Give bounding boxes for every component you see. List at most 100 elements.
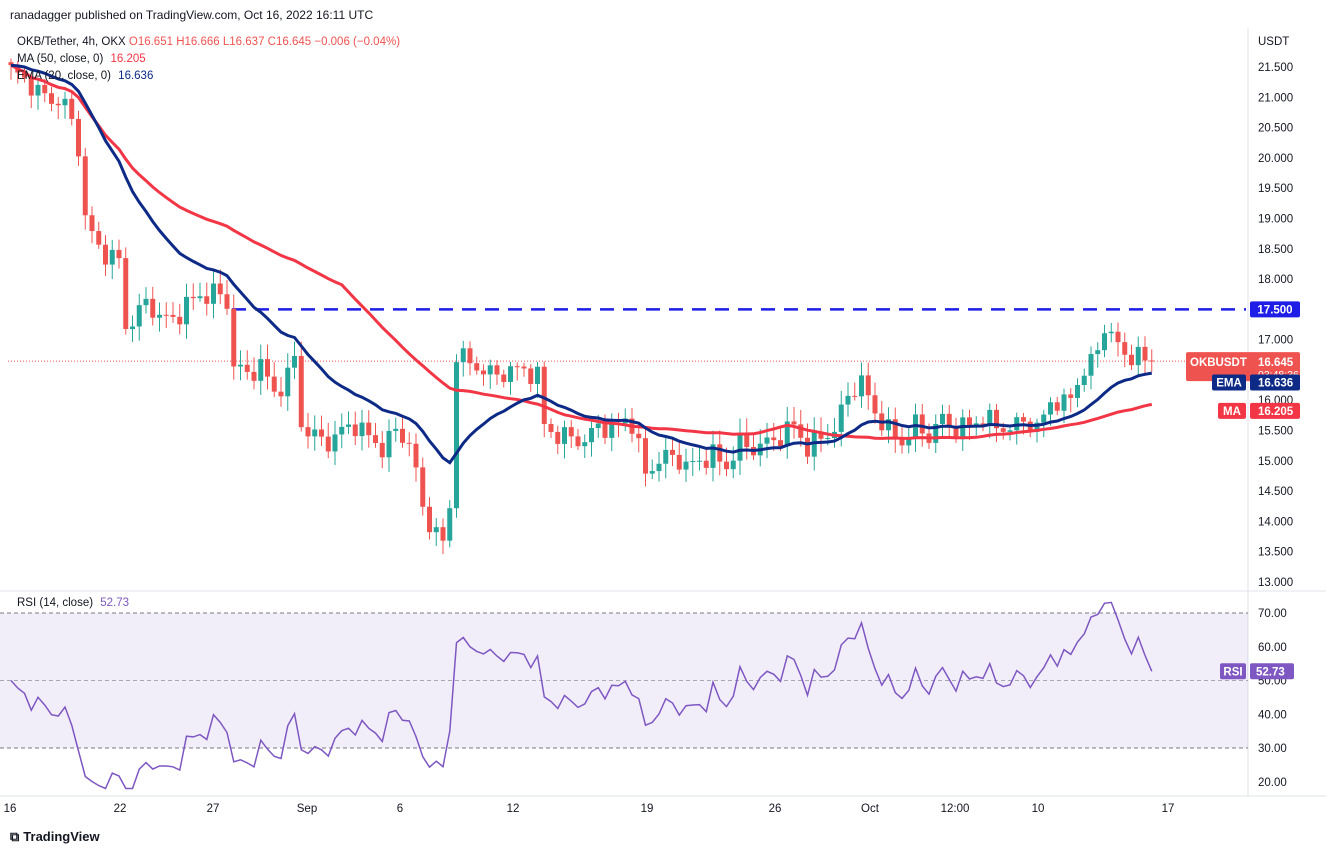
candle-body bbox=[967, 417, 972, 426]
ema-badge-bg bbox=[1250, 374, 1300, 391]
candle-body bbox=[123, 258, 129, 330]
candlestick-series bbox=[8, 58, 1155, 555]
candle-body bbox=[454, 362, 459, 509]
candle-body bbox=[339, 426, 345, 435]
candle-body bbox=[541, 366, 547, 425]
candle-body bbox=[994, 409, 999, 429]
candle-body bbox=[528, 368, 534, 384]
candle-body bbox=[859, 375, 864, 397]
time-tick-label: 19 bbox=[641, 803, 654, 815]
candle-body bbox=[481, 370, 486, 375]
candle-body bbox=[589, 428, 594, 443]
candle-body bbox=[82, 156, 88, 216]
candle-body bbox=[136, 305, 142, 327]
ma-legend[interactable]: MA (50, close, 0) 16.205 bbox=[17, 53, 146, 65]
candle-body bbox=[1000, 428, 1006, 432]
candle-body bbox=[251, 371, 257, 381]
candle-body bbox=[1088, 354, 1094, 376]
candle-body bbox=[8, 62, 14, 66]
candle-body bbox=[55, 103, 61, 106]
price-tick-label: 19.500 bbox=[1258, 183, 1293, 195]
time-tick-label: 26 bbox=[769, 803, 782, 815]
time-tick-label: Sep bbox=[297, 803, 317, 815]
resistance-level-line bbox=[8, 308, 1246, 362]
candle-body bbox=[798, 424, 804, 438]
ema-legend[interactable]: EMA (20, close, 0) 16.636 bbox=[17, 70, 153, 82]
candle-body bbox=[163, 314, 169, 316]
candle-body bbox=[602, 423, 608, 438]
candle-body bbox=[366, 422, 372, 436]
ma-badge-bg bbox=[1250, 402, 1300, 419]
close-value: C16.645 bbox=[267, 36, 312, 48]
candle-body bbox=[474, 363, 480, 371]
candle-body bbox=[1007, 430, 1013, 432]
candle-body bbox=[467, 348, 473, 364]
candle-body bbox=[413, 443, 419, 468]
candle-body bbox=[150, 298, 156, 318]
candle-body bbox=[1122, 342, 1128, 355]
rsi-legend[interactable]: RSI (14, close) 52.73 bbox=[17, 597, 129, 609]
candle-body bbox=[1034, 422, 1040, 432]
publisher-line: ranadagger published on TradingView.com,… bbox=[10, 8, 374, 22]
price-badge-price: 16.645 bbox=[1258, 357, 1294, 369]
candle-body bbox=[373, 435, 378, 443]
candle-body bbox=[28, 77, 34, 96]
candle-body bbox=[325, 436, 331, 452]
price-tick-label: 13.500 bbox=[1258, 547, 1293, 559]
candle-body bbox=[940, 413, 945, 424]
candle-body bbox=[62, 98, 68, 106]
candle-body bbox=[575, 436, 581, 447]
price-tick-label: 15.500 bbox=[1258, 426, 1293, 438]
candle-body bbox=[724, 461, 729, 470]
candle-body bbox=[730, 460, 736, 470]
rsi-legend-value: 52.73 bbox=[100, 597, 130, 609]
candle-body bbox=[980, 423, 986, 425]
rsi-tick-label: 60.00 bbox=[1258, 642, 1287, 654]
candle-body bbox=[238, 364, 243, 367]
candle-body bbox=[319, 429, 324, 437]
tradingview-logo: ⧉ TradingView bbox=[10, 829, 100, 845]
candle-body bbox=[76, 118, 81, 157]
candle-body bbox=[224, 294, 230, 309]
candle-body bbox=[1075, 385, 1080, 398]
candle-body bbox=[1061, 394, 1067, 411]
ema-badge-value: 16.636 bbox=[1258, 377, 1293, 389]
candle-body bbox=[1081, 375, 1087, 386]
candle-body bbox=[771, 437, 777, 441]
ema20-line bbox=[10, 63, 1153, 465]
candle-body bbox=[271, 376, 277, 392]
candle-body bbox=[258, 359, 264, 381]
ema-tag-text: EMA bbox=[1216, 377, 1242, 389]
candle-body bbox=[521, 366, 527, 369]
price-tick-label: 17.000 bbox=[1258, 335, 1293, 347]
candle-body bbox=[35, 84, 41, 96]
open-value: O16.651 bbox=[128, 36, 173, 48]
candle-body bbox=[899, 438, 905, 446]
candle-body bbox=[487, 365, 493, 375]
tradingview-logo-icon: ⧉ bbox=[10, 829, 20, 844]
candle-body bbox=[285, 367, 291, 397]
candle-body bbox=[744, 432, 750, 448]
candle-body bbox=[717, 444, 723, 462]
candle-body bbox=[683, 461, 689, 470]
candle-body bbox=[42, 84, 48, 94]
candle-body bbox=[791, 421, 797, 425]
candle-body bbox=[1142, 346, 1148, 361]
candle-body bbox=[1048, 402, 1053, 415]
candle-body bbox=[440, 527, 446, 541]
candle-body bbox=[710, 444, 716, 468]
candle-body bbox=[244, 364, 250, 372]
candle-body bbox=[494, 365, 500, 375]
price-tick-label: 20.500 bbox=[1258, 123, 1293, 135]
time-tick-label: 22 bbox=[114, 803, 127, 815]
ma-legend-value: 16.205 bbox=[110, 53, 146, 65]
candle-body bbox=[568, 427, 574, 437]
candle-body bbox=[190, 296, 196, 299]
candle-body bbox=[460, 348, 466, 363]
symbol-title[interactable]: OKB/Tether, 4h, OKX bbox=[17, 36, 126, 48]
ma-tag-bg bbox=[1218, 402, 1246, 419]
rsi-tick-label: 20.00 bbox=[1258, 777, 1287, 789]
candle-body bbox=[690, 461, 696, 463]
candle-body bbox=[973, 423, 979, 426]
